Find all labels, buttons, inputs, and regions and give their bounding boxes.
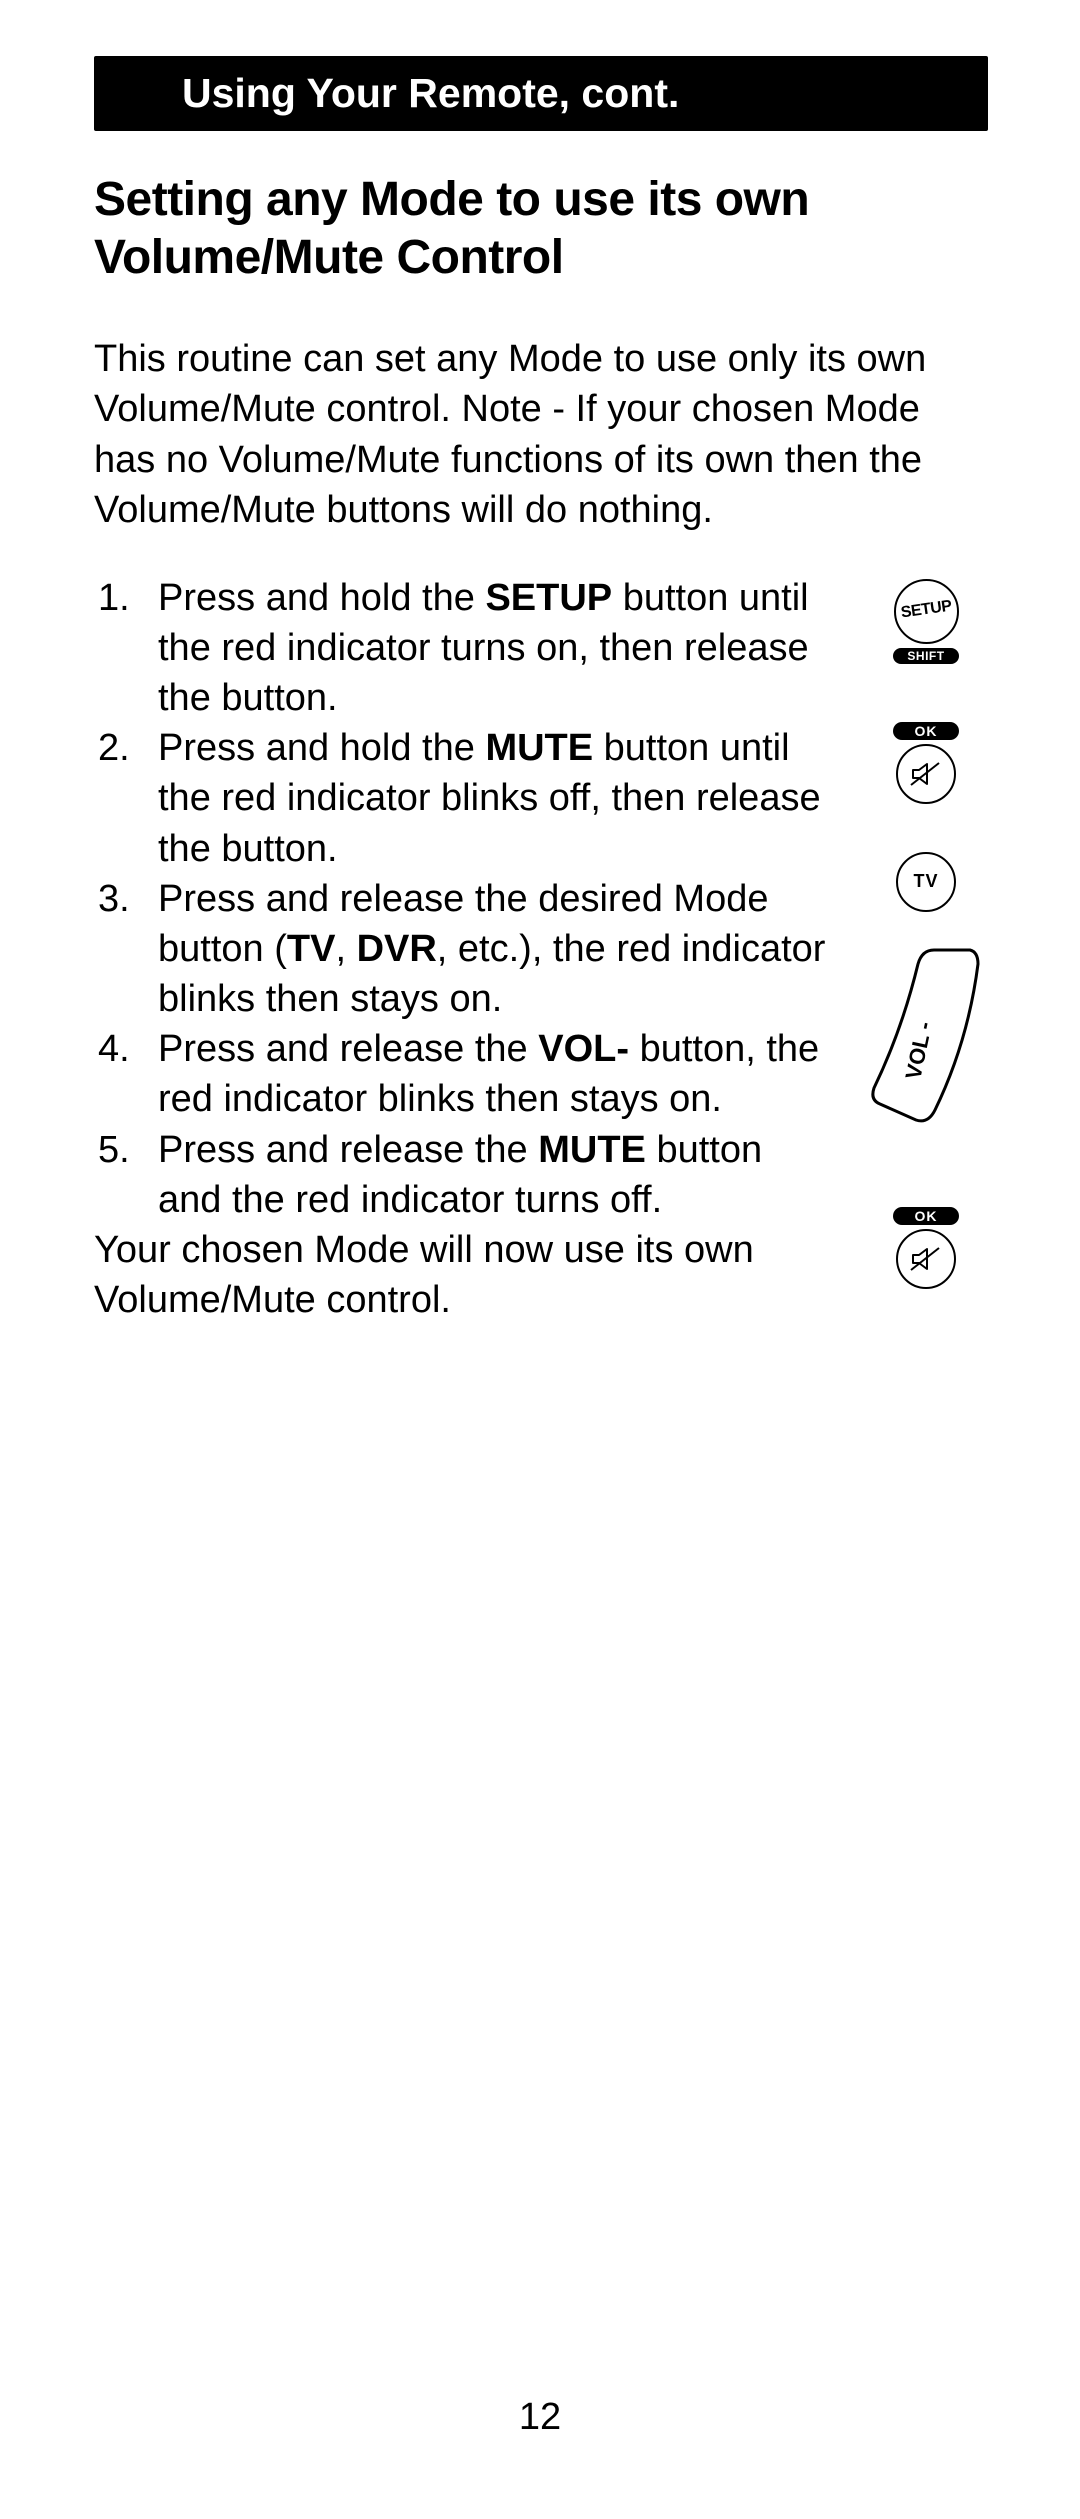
header-bar: Using Your Remote, cont. xyxy=(94,56,988,131)
intro-paragraph: This routine can set any Mode to use onl… xyxy=(94,334,988,535)
step-number: 1. xyxy=(94,573,158,723)
step-number: 2. xyxy=(94,723,158,873)
shift-pill-icon: SHIFT xyxy=(893,648,959,664)
setup-label: SETUP xyxy=(899,598,952,623)
ok-pill-icon: OK xyxy=(893,1207,959,1225)
section-title: Setting any Mode to use its own Volume/M… xyxy=(94,171,988,286)
step-1: 1. Press and hold the SETUP button until… xyxy=(94,573,832,723)
step-number: 4. xyxy=(94,1024,158,1124)
tv-label: TV xyxy=(913,871,938,892)
step-4: 4. Press and release the VOL- button, th… xyxy=(94,1024,832,1124)
step-text: Press and release the desired Mode butto… xyxy=(158,874,832,1024)
mute-button-icon xyxy=(896,1229,956,1289)
header-title: Using Your Remote, cont. xyxy=(182,70,679,116)
mute-button-icon xyxy=(896,744,956,804)
step-text: Press and release the MUTE button and th… xyxy=(158,1125,832,1225)
icons-column: SETUP SHIFT OK TV VOL - xyxy=(864,573,988,1325)
step-text: Press and release the VOL- button, the r… xyxy=(158,1024,832,1124)
step-number: 3. xyxy=(94,874,158,1024)
setup-button-icon: SETUP xyxy=(894,579,959,644)
ok-pill-icon: OK xyxy=(893,722,959,740)
step-5: 5. Press and release the MUTE button and… xyxy=(94,1125,832,1225)
step-2: 2. Press and hold the MUTE button until … xyxy=(94,723,832,873)
step-3: 3. Press and release the desired Mode bu… xyxy=(94,874,832,1024)
page-number: 12 xyxy=(0,2396,1080,2439)
vol-minus-button-icon: VOL - xyxy=(860,942,992,1147)
steps-column: 1. Press and hold the SETUP button until… xyxy=(94,573,832,1325)
closing-paragraph: Your chosen Mode will now use its own Vo… xyxy=(94,1225,832,1325)
step-number: 5. xyxy=(94,1125,158,1225)
step-text: Press and hold the MUTE button until the… xyxy=(158,723,832,873)
step-text: Press and hold the SETUP button until th… xyxy=(158,573,832,723)
tv-button-icon: TV xyxy=(896,852,956,912)
